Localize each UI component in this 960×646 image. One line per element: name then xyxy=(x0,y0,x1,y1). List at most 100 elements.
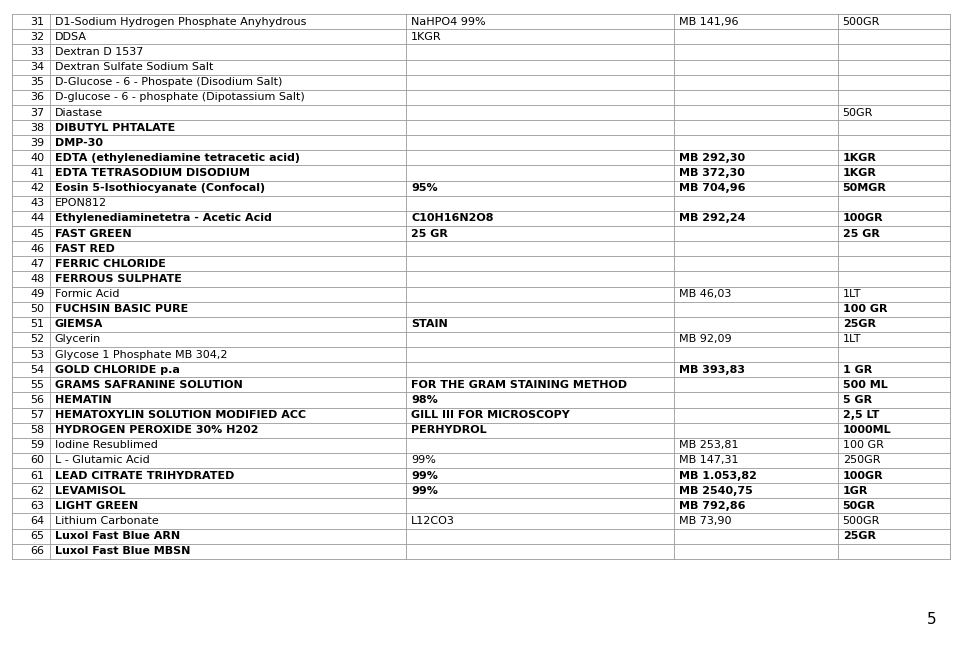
Text: 250GR: 250GR xyxy=(843,455,880,466)
Text: 50GR: 50GR xyxy=(843,107,873,118)
Text: 1GR: 1GR xyxy=(843,486,868,495)
Text: 5: 5 xyxy=(926,612,936,627)
Text: 1000ML: 1000ML xyxy=(843,425,891,435)
Text: Lithium Carbonate: Lithium Carbonate xyxy=(55,516,158,526)
Text: 25GR: 25GR xyxy=(843,531,876,541)
Text: Formic Acid: Formic Acid xyxy=(55,289,119,299)
Text: 61: 61 xyxy=(30,470,44,481)
Text: 35: 35 xyxy=(30,78,44,87)
Text: STAIN: STAIN xyxy=(411,319,448,329)
Text: EPON812: EPON812 xyxy=(55,198,107,208)
Text: 99%: 99% xyxy=(411,455,436,466)
Text: Diastase: Diastase xyxy=(55,107,103,118)
Text: GOLD CHLORIDE p.a: GOLD CHLORIDE p.a xyxy=(55,365,180,375)
Text: 58: 58 xyxy=(30,425,44,435)
Text: 60: 60 xyxy=(30,455,44,466)
Text: FERRIC CHLORIDE: FERRIC CHLORIDE xyxy=(55,259,166,269)
Text: MB 253,81: MB 253,81 xyxy=(679,441,738,450)
Text: 34: 34 xyxy=(30,62,44,72)
Text: 59: 59 xyxy=(30,441,44,450)
Text: 1KGR: 1KGR xyxy=(843,153,876,163)
Text: Glycerin: Glycerin xyxy=(55,335,101,344)
Text: GILL III FOR MICROSCOPY: GILL III FOR MICROSCOPY xyxy=(411,410,570,420)
Text: 53: 53 xyxy=(30,349,44,360)
Text: 5 GR: 5 GR xyxy=(843,395,872,405)
Text: MB 73,90: MB 73,90 xyxy=(679,516,731,526)
Text: 1LT: 1LT xyxy=(843,289,861,299)
Text: Ethylenediaminetetra - Acetic Acid: Ethylenediaminetetra - Acetic Acid xyxy=(55,213,272,224)
Text: 100GR: 100GR xyxy=(843,213,883,224)
Text: 48: 48 xyxy=(30,274,44,284)
Text: 49: 49 xyxy=(30,289,44,299)
Text: 64: 64 xyxy=(30,516,44,526)
Text: MB 704,96: MB 704,96 xyxy=(679,183,745,193)
Text: 500 ML: 500 ML xyxy=(843,380,887,390)
Text: DDSA: DDSA xyxy=(55,32,86,42)
Text: DIBUTYL PHTALATE: DIBUTYL PHTALATE xyxy=(55,123,175,132)
Text: LEVAMISOL: LEVAMISOL xyxy=(55,486,126,495)
Text: D-glucose - 6 - phosphate (Dipotassium Salt): D-glucose - 6 - phosphate (Dipotassium S… xyxy=(55,92,304,103)
Text: Eosin 5-Isothiocyanate (Confocal): Eosin 5-Isothiocyanate (Confocal) xyxy=(55,183,265,193)
Text: HEMATOXYLIN SOLUTION MODIFIED ACC: HEMATOXYLIN SOLUTION MODIFIED ACC xyxy=(55,410,306,420)
Text: Dextran Sulfate Sodium Salt: Dextran Sulfate Sodium Salt xyxy=(55,62,213,72)
Text: 100 GR: 100 GR xyxy=(843,441,883,450)
Text: GRAMS SAFRANINE SOLUTION: GRAMS SAFRANINE SOLUTION xyxy=(55,380,243,390)
Text: 55: 55 xyxy=(30,380,44,390)
Text: 95%: 95% xyxy=(411,183,438,193)
Text: 37: 37 xyxy=(30,107,44,118)
Text: Iodine Resublimed: Iodine Resublimed xyxy=(55,441,157,450)
Text: 41: 41 xyxy=(30,168,44,178)
Text: 25 GR: 25 GR xyxy=(411,229,448,238)
Text: 500GR: 500GR xyxy=(843,516,880,526)
Text: 44: 44 xyxy=(30,213,44,224)
Text: 25GR: 25GR xyxy=(843,319,876,329)
Text: FOR THE GRAM STAINING METHOD: FOR THE GRAM STAINING METHOD xyxy=(411,380,627,390)
Text: EDTA TETRASODIUM DISODIUM: EDTA TETRASODIUM DISODIUM xyxy=(55,168,250,178)
Text: NaHPO4 99%: NaHPO4 99% xyxy=(411,17,486,26)
Text: EDTA (ethylenediamine tetracetic acid): EDTA (ethylenediamine tetracetic acid) xyxy=(55,153,300,163)
Text: 65: 65 xyxy=(30,531,44,541)
Text: HYDROGEN PEROXIDE 30% H202: HYDROGEN PEROXIDE 30% H202 xyxy=(55,425,258,435)
Text: D-Glucose - 6 - Phospate (Disodium Salt): D-Glucose - 6 - Phospate (Disodium Salt) xyxy=(55,78,282,87)
Text: 1KGR: 1KGR xyxy=(843,168,876,178)
Text: Luxol Fast Blue MBSN: Luxol Fast Blue MBSN xyxy=(55,547,190,556)
Text: MB 1.053,82: MB 1.053,82 xyxy=(679,470,756,481)
Text: 25 GR: 25 GR xyxy=(843,229,879,238)
Text: FAST GREEN: FAST GREEN xyxy=(55,229,132,238)
Text: 56: 56 xyxy=(30,395,44,405)
Text: 63: 63 xyxy=(30,501,44,511)
Text: MB 92,09: MB 92,09 xyxy=(679,335,732,344)
Text: MB 147,31: MB 147,31 xyxy=(679,455,738,466)
Text: FAST RED: FAST RED xyxy=(55,244,114,254)
Text: 2,5 LT: 2,5 LT xyxy=(843,410,879,420)
Text: 500GR: 500GR xyxy=(843,17,880,26)
Text: 66: 66 xyxy=(30,547,44,556)
Text: MB 792,86: MB 792,86 xyxy=(679,501,745,511)
Text: 42: 42 xyxy=(30,183,44,193)
Text: 50: 50 xyxy=(30,304,44,314)
Text: 100 GR: 100 GR xyxy=(843,304,887,314)
Text: FUCHSIN BASIC PURE: FUCHSIN BASIC PURE xyxy=(55,304,188,314)
Text: 57: 57 xyxy=(30,410,44,420)
Text: 1LT: 1LT xyxy=(843,335,861,344)
Text: 50GR: 50GR xyxy=(843,501,876,511)
Text: MB 393,83: MB 393,83 xyxy=(679,365,745,375)
Text: DMP-30: DMP-30 xyxy=(55,138,103,148)
Text: 33: 33 xyxy=(30,47,44,57)
Text: C10H16N2O8: C10H16N2O8 xyxy=(411,213,493,224)
Text: Dextran D 1537: Dextran D 1537 xyxy=(55,47,143,57)
Text: HEMATIN: HEMATIN xyxy=(55,395,111,405)
Text: Glycose 1 Phosphate MB 304,2: Glycose 1 Phosphate MB 304,2 xyxy=(55,349,228,360)
Text: GIEMSA: GIEMSA xyxy=(55,319,103,329)
Text: PERHYDROL: PERHYDROL xyxy=(411,425,487,435)
Text: 39: 39 xyxy=(30,138,44,148)
Text: 31: 31 xyxy=(30,17,44,26)
Text: FERROUS SULPHATE: FERROUS SULPHATE xyxy=(55,274,181,284)
Text: MB 372,30: MB 372,30 xyxy=(679,168,744,178)
Text: 52: 52 xyxy=(30,335,44,344)
Text: 50MGR: 50MGR xyxy=(843,183,886,193)
Text: MB 2540,75: MB 2540,75 xyxy=(679,486,753,495)
Text: 46: 46 xyxy=(30,244,44,254)
Text: 100GR: 100GR xyxy=(843,470,883,481)
Text: LIGHT GREEN: LIGHT GREEN xyxy=(55,501,138,511)
